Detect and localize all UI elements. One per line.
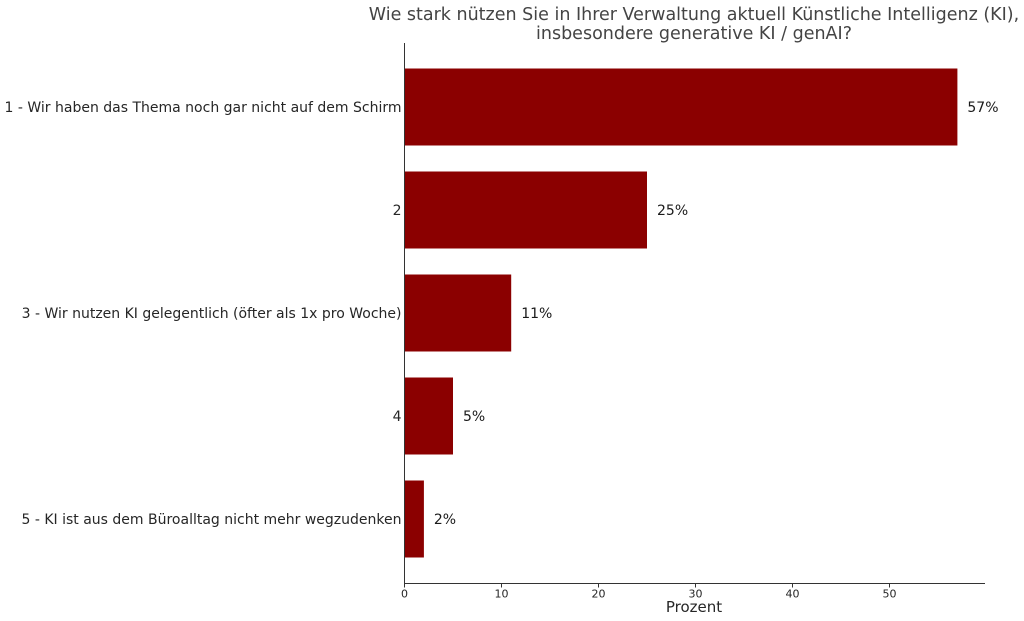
- x-tick-label-0: 0: [401, 588, 408, 601]
- axes: [404, 43, 985, 584]
- category-label-2: 2: [393, 203, 402, 219]
- value-label-4: 5%: [463, 409, 485, 425]
- bar-4: [404, 377, 453, 455]
- category-label-4: 4: [393, 409, 402, 425]
- value-label-3: 11%: [521, 306, 552, 322]
- value-labels: 57% 25% 11% 5% 2%: [434, 100, 999, 528]
- x-tick-label-20: 20: [592, 588, 606, 601]
- category-label-5: 5 - KI ist aus dem Büroalltag nicht mehr…: [21, 512, 401, 528]
- chart-title: Wie stark nützen Sie in Ihrer Verwaltung…: [369, 5, 1019, 44]
- x-axis-label: Prozent: [666, 598, 722, 616]
- bar-2: [404, 171, 647, 249]
- value-label-2: 25%: [657, 203, 688, 219]
- x-tick-label-40: 40: [786, 588, 800, 601]
- x-tick-label-10: 10: [495, 588, 509, 601]
- x-tick-label-50: 50: [883, 588, 897, 601]
- chart-title-line-1: Wie stark nützen Sie in Ihrer Verwaltung…: [369, 5, 1019, 25]
- value-label-5: 2%: [434, 512, 456, 528]
- x-ticks: 0 10 20 30 40 50: [401, 583, 897, 601]
- value-label-1: 57%: [967, 100, 998, 116]
- x-tick-label-30: 30: [689, 588, 703, 601]
- bar-3: [404, 274, 512, 352]
- category-labels: 1 - Wir haben das Thema noch gar nicht a…: [5, 100, 402, 528]
- category-label-1: 1 - Wir haben das Thema noch gar nicht a…: [5, 100, 402, 116]
- bars: [404, 68, 958, 558]
- category-label-3: 3 - Wir nutzen KI gelegentlich (öfter al…: [22, 306, 402, 322]
- bar-5: [404, 480, 424, 558]
- chart-title-line-2: insbesondere generative KI / genAI?: [536, 24, 852, 44]
- bar-1: [404, 68, 958, 146]
